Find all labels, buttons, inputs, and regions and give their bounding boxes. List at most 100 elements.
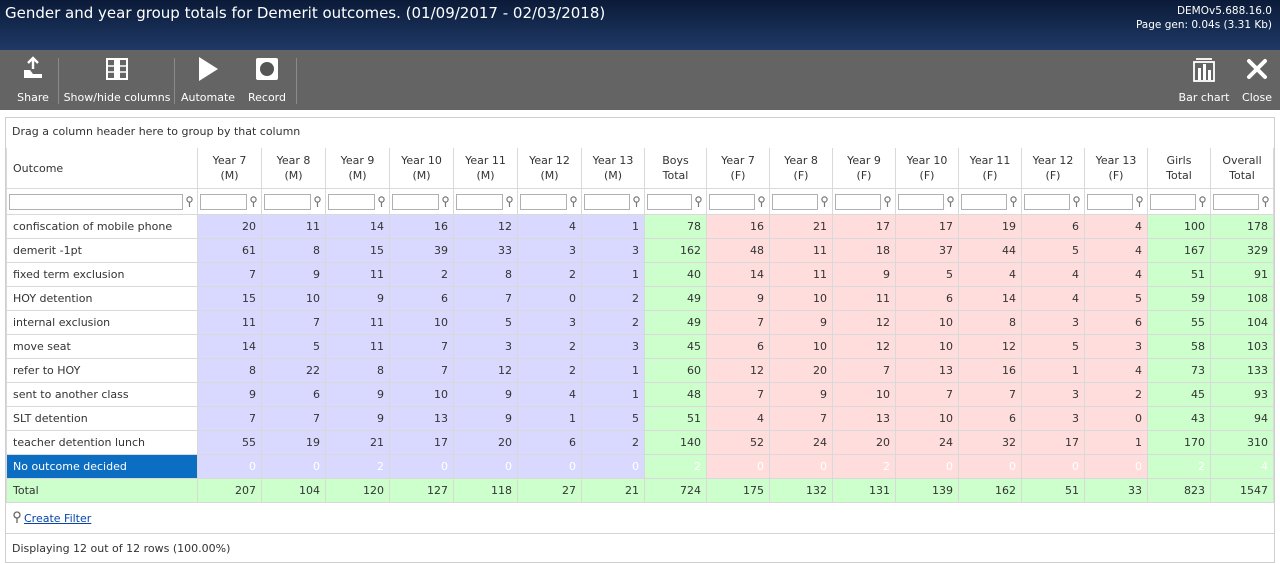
value-cell: 6 [1021,214,1085,239]
value-cell: 17 [832,214,896,239]
filter-pin-icon[interactable] [944,196,956,207]
column-header-sublabel: (M) [540,169,559,182]
column-header[interactable]: Year 9 (M) [325,148,390,189]
table-row[interactable]: move seat 14 5 11 7 3 2 3 45 6 10 12 10 12 5 3 58 103 [6,334,1274,359]
value-cell: 175 [706,478,770,503]
column-filter-input[interactable] [264,193,311,210]
column-filter-input[interactable] [328,193,375,210]
column-header[interactable]: Year 8 (F) [769,148,833,189]
bar-chart-button[interactable]: Bar chart [1178,50,1230,110]
filter-pin-icon[interactable] [692,196,704,207]
filter-pin-icon[interactable] [439,196,451,207]
table-row[interactable]: SLT detention 7 7 9 13 9 1 5 51 4 7 13 10 6 3 0 43 94 [6,406,1274,431]
column-header[interactable]: Boys Total [644,148,707,189]
column-header[interactable]: Year 12 (M) [517,148,582,189]
group-by-drop-zone[interactable]: Drag a column header here to group by th… [6,118,1274,149]
column-filter-input[interactable] [200,193,247,210]
column-header[interactable]: Year 11 (M) [453,148,518,189]
value-cell: 4 [1021,262,1085,287]
filter-pin-icon[interactable] [755,196,767,207]
column-filter-input[interactable] [1150,193,1196,210]
filter-pin-icon[interactable] [1259,196,1271,207]
filter-pin-icon[interactable] [375,196,387,207]
table-row[interactable]: teacher detention lunch 55 19 21 17 20 6 2 140 52… [6,430,1274,455]
value-cell: 162 [644,238,707,263]
play-icon [197,50,219,88]
filter-pin-icon[interactable] [881,196,893,207]
table-row[interactable]: No outcome decided 0 0 2 0 0 0 0 2 0 0 2 0 0 0 0 2 4 [6,454,1274,479]
column-header[interactable]: Year 7 (M) [197,148,262,189]
filter-pin-icon[interactable] [183,196,195,207]
table-row[interactable]: internal exclusion 11 7 11 10 5 3 2 49 7 9 12 10 8 3 6 5… [6,310,1274,335]
column-header[interactable]: Year 10 (M) [389,148,454,189]
table-row[interactable]: fixed term exclusion 7 9 11 2 8 2 1 40 14 11 9 5 4 4 4 5… [6,262,1274,287]
column-header-sublabel: (M) [220,169,239,182]
value-cell: 16 [958,358,1022,383]
column-filter-input[interactable] [520,193,567,210]
record-button[interactable]: Record [244,50,290,110]
column-filter-input[interactable] [1213,193,1259,210]
value-cell: 51 [1021,478,1085,503]
value-cell: 310 [1210,430,1274,455]
column-filter-input[interactable] [9,193,183,210]
value-cell: 4 [958,262,1022,287]
column-filter-input[interactable] [1087,193,1133,210]
column-header[interactable]: Year 8 (M) [261,148,326,189]
column-header[interactable]: Year 13 (M) [581,148,645,189]
column-filter-input[interactable] [392,193,439,210]
table-row[interactable]: sent to another class 9 6 9 10 9 4 1 48 7 9 10 7 7 3 2 4… [6,382,1274,407]
table-row[interactable]: demerit -1pt 61 8 15 39 33 3 3 162 48 11 18 37 44 5 4 16… [6,238,1274,263]
filter-pin-icon[interactable] [1007,196,1019,207]
create-filter-link[interactable]: Create Filter [24,512,92,525]
filter-pin-icon[interactable] [311,196,323,207]
filter-pin-icon[interactable] [1196,196,1208,207]
filter-pin-icon[interactable] [818,196,830,207]
column-header-sublabel: (M) [412,169,431,182]
table-row[interactable]: confiscation of mobile phone 20 11 14 16 12 4 1… [6,214,1274,239]
column-header[interactable]: Year 9 (F) [832,148,896,189]
filter-pin-icon[interactable] [1133,196,1145,207]
filter-cell [1147,188,1211,215]
show-hide-columns-button[interactable]: Show/hide columns [64,50,170,110]
filter-pin-icon[interactable] [1070,196,1082,207]
record-icon [255,50,279,88]
filter-pin-icon[interactable] [567,196,579,207]
table-row[interactable]: refer to HOY 8 22 8 7 12 2 1 60 12 20 7 13 16 1 4 73 133 [6,358,1274,383]
column-header[interactable]: Year 12 (F) [1021,148,1085,189]
column-header[interactable]: Outcome [6,148,198,189]
value-cell: 2 [1147,454,1211,479]
value-cell: 61 [197,238,262,263]
status-bar: Displaying 12 out of 12 rows (100.00%) [6,533,1274,564]
column-header-label: Year 11 [465,154,506,167]
column-filter-input[interactable] [898,193,944,210]
share-button[interactable]: Share [12,50,54,110]
filter-pin-icon[interactable] [630,196,642,207]
column-filter-input[interactable] [647,193,692,210]
column-header[interactable]: Year 10 (F) [895,148,959,189]
table-row[interactable]: HOY detention 15 10 9 6 7 0 2 49 9 10 11 6 14 4 5 59 108 [6,286,1274,311]
column-filter-input[interactable] [709,193,755,210]
value-cell: 51 [1147,262,1211,287]
filter-pin-icon[interactable] [247,196,259,207]
close-button[interactable]: Close [1238,50,1276,110]
table-row[interactable]: Total 207 104 120 127 118 27 21 724 175 132 131 139 1… [6,478,1274,503]
value-cell: 9 [325,406,390,431]
column-filter-input[interactable] [584,193,630,210]
value-cell: 60 [644,358,707,383]
column-header[interactable]: Year 11 (F) [958,148,1022,189]
automate-button[interactable]: Automate [181,50,235,110]
column-filter-input[interactable] [835,193,881,210]
column-filter-input[interactable] [961,193,1007,210]
filter-pin-icon[interactable] [503,196,515,207]
value-cell: 52 [706,430,770,455]
value-cell: 10 [895,310,959,335]
column-header[interactable]: Year 7 (F) [706,148,770,189]
value-cell: 0 [581,454,645,479]
column-filter-input[interactable] [456,193,503,210]
column-header[interactable]: Overall Total [1210,148,1274,189]
column-header[interactable]: Girls Total [1147,148,1211,189]
column-header[interactable]: Year 13 (F) [1084,148,1148,189]
column-filter-input[interactable] [1024,193,1070,210]
column-filter-input[interactable] [772,193,818,210]
value-cell: 14 [958,286,1022,311]
